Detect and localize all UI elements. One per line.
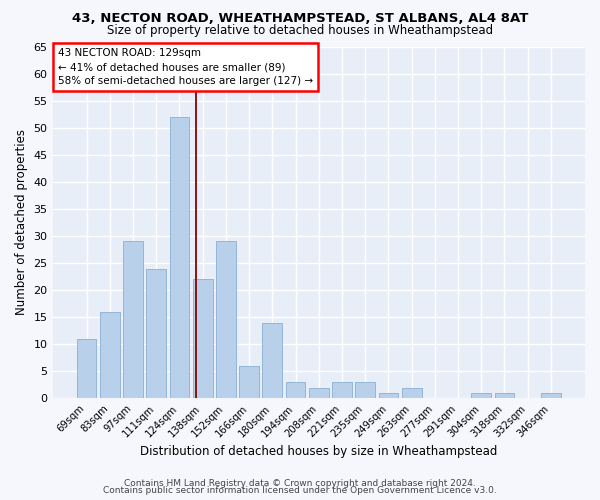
Text: 43 NECTON ROAD: 129sqm
← 41% of detached houses are smaller (89)
58% of semi-det: 43 NECTON ROAD: 129sqm ← 41% of detached… <box>58 48 313 86</box>
Bar <box>216 242 236 398</box>
Bar <box>262 322 282 398</box>
Text: Contains HM Land Registry data © Crown copyright and database right 2024.: Contains HM Land Registry data © Crown c… <box>124 478 476 488</box>
Text: 43, NECTON ROAD, WHEATHAMPSTEAD, ST ALBANS, AL4 8AT: 43, NECTON ROAD, WHEATHAMPSTEAD, ST ALBA… <box>72 12 528 26</box>
Bar <box>472 393 491 398</box>
Bar <box>77 339 97 398</box>
Bar <box>402 388 422 398</box>
Bar <box>100 312 119 398</box>
Bar <box>123 242 143 398</box>
Y-axis label: Number of detached properties: Number of detached properties <box>15 130 28 316</box>
Bar <box>309 388 329 398</box>
Bar <box>170 117 190 398</box>
Bar <box>332 382 352 398</box>
Bar <box>541 393 561 398</box>
Bar <box>193 280 212 398</box>
Bar <box>355 382 375 398</box>
Bar <box>379 393 398 398</box>
Bar <box>286 382 305 398</box>
Bar <box>239 366 259 398</box>
Text: Contains public sector information licensed under the Open Government Licence v3: Contains public sector information licen… <box>103 486 497 495</box>
Bar <box>494 393 514 398</box>
Bar <box>146 268 166 398</box>
X-axis label: Distribution of detached houses by size in Wheathampstead: Distribution of detached houses by size … <box>140 444 497 458</box>
Text: Size of property relative to detached houses in Wheathampstead: Size of property relative to detached ho… <box>107 24 493 37</box>
